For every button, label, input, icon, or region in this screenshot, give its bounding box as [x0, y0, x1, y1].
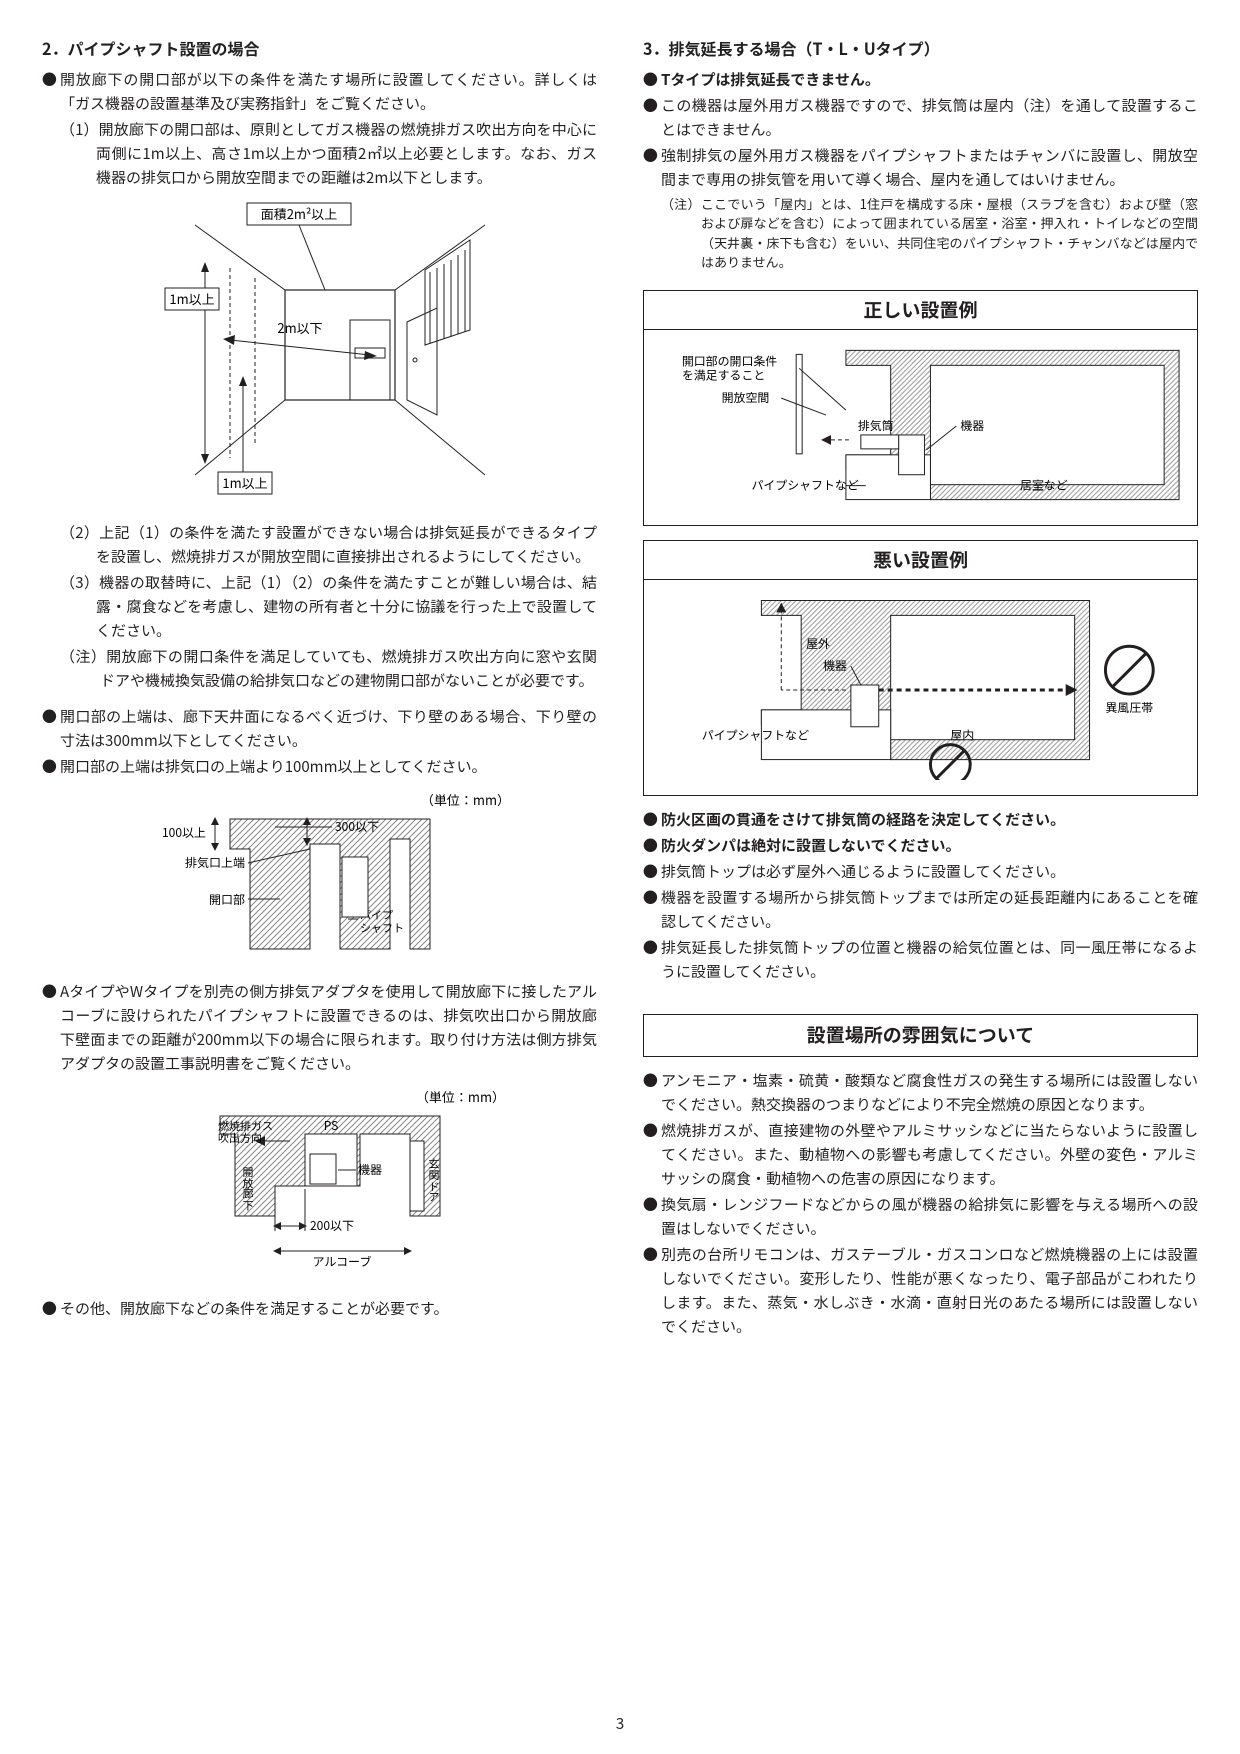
left-column: 2．パイプシャフト設置の場合 開放廊下の開口部が以下の条件を満たす場所に設置して… [42, 36, 597, 1341]
figure-corridor: 面積2m²以上 1m以上 2m以下 1m以上 [42, 200, 597, 507]
text-block: その他、開放廊下などの条件を満足することが必要です。 [42, 1297, 597, 1321]
svg-text:PS: PS [323, 1117, 338, 1134]
svg-text:（単位：mm）: （単位：mm） [420, 790, 509, 809]
text-block: AタイプやWタイプを別売の側方排気アダプタを使用して開放廊下に接したアルコーブに… [42, 980, 597, 1076]
svg-text:2m以下: 2m以下 [277, 318, 322, 337]
svg-text:開口部: 開口部 [208, 891, 244, 908]
note-text: （注）ここでいう「屋内」とは、1住戸を構成する床・屋根（スラブを含む）および壁（… [661, 194, 1198, 272]
figure-alcove: （単位：mm） PS 機器 燃焼排ガス吹出方向 開放廊下 玄関ドア [42, 1086, 597, 1283]
svg-text:屋内: 屋内 [950, 727, 974, 744]
svg-text:パイプシャフトなど: パイプシャフトなど [751, 477, 858, 494]
svg-text:機器: 機器 [960, 417, 984, 434]
svg-text:開放廊下: 開放廊下 [240, 1166, 256, 1210]
text-block: （3）機器の取替時に、上記（1）（2）の条件を満たすことが難しい場合は、結露・腐… [60, 571, 597, 643]
svg-text:機器: 機器 [358, 1161, 382, 1178]
text-block: 開口部の上端は、廊下天井面になるべく近づけ、下り壁のある場合、下り壁の寸法は30… [42, 705, 597, 753]
text-block: 開放廊下の開口部が以下の条件を満たす場所に設置してください。詳しくは「ガス機器の… [42, 68, 597, 116]
good-panel-title: 正しい設置例 [643, 290, 1198, 330]
atmosphere-heading: 設置場所の雰囲気について [643, 1014, 1198, 1056]
svg-text:100以上: 100以上 [162, 824, 206, 841]
svg-text:玄関ドア: 玄関ドア [426, 1158, 442, 1202]
svg-text:アルコーブ: アルコーブ [312, 1253, 371, 1270]
good-panel: 開口部の開口条件を満足すること 開放空間 排気筒 機器 パイプシャフトなど 居室… [643, 330, 1198, 526]
svg-text:機器: 機器 [823, 657, 847, 674]
page-number: 3 [0, 1712, 1240, 1736]
text-block: 開口部の上端は排気口の上端より100mm以上としてください。 [42, 755, 597, 779]
svg-text:1m以上: 1m以上 [222, 473, 267, 492]
note-text: （注）開放廊下の開口条件を満足していても、燃焼排ガス吹出方向に窓や玄関ドアや機械… [60, 645, 597, 693]
section-2-heading: 2．パイプシャフト設置の場合 [42, 36, 597, 62]
svg-text:異風圧帯: 異風圧帯 [1105, 699, 1153, 716]
svg-text:1m以上: 1m以上 [169, 289, 214, 308]
bad-panel: 屋外 機器 パイプシャフトなど 屋内 異風圧帯 [643, 580, 1198, 796]
text-block: 燃焼排ガスが、直接建物の外壁やアルミサッシなどに当たらないように設置してください… [643, 1119, 1198, 1191]
text-block: アンモニア・塩素・硫黄・酸類など腐食性ガスの発生する場所には設置しないでください… [643, 1069, 1198, 1117]
svg-text:開放空間: 開放空間 [722, 389, 770, 406]
svg-text:居室など: 居室など [1020, 477, 1068, 494]
svg-text:屋外: 屋外 [806, 636, 830, 653]
svg-text:（単位：mm）: （単位：mm） [415, 1087, 504, 1106]
svg-text:200以下: 200以下 [310, 1217, 354, 1234]
text-block: （1）開放廊下の開口部は、原則としてガス機器の燃焼排ガス吹出方向を中心に両側に1… [60, 118, 597, 190]
right-column: 3．排気延長する場合（T・L・Uタイプ） Tタイプは排気延長できません。 この機… [643, 36, 1198, 1341]
svg-text:面積2m²以上: 面積2m²以上 [260, 204, 337, 223]
text-block: 防火ダンパは絶対に設置しないでください。 [643, 834, 1198, 858]
text-block: Tタイプは排気延長できません。 [643, 68, 1198, 92]
text-block: 排気筒トップは必ず屋外へ通じるように設置してください。 [643, 860, 1198, 884]
section-3-heading: 3．排気延長する場合（T・L・Uタイプ） [643, 36, 1198, 62]
svg-text:パイプシャフトなど: パイプシャフトなど [702, 727, 809, 744]
svg-text:排気口上端: 排気口上端 [184, 854, 244, 871]
bad-panel-title: 悪い設置例 [643, 540, 1198, 580]
text-block: 防火区画の貫通をさけて排気筒の経路を決定してください。 [643, 808, 1198, 832]
text-block: 換気扇・レンジフードなどからの風が機器の給排気に影響を与える場所への設置はしない… [643, 1193, 1198, 1241]
svg-text:300以下: 300以下 [335, 818, 379, 835]
text-block: （2）上記（1）の条件を満たす設置ができない場合は排気延長ができるタイプを設置し… [60, 521, 597, 569]
text-block: 強制排気の屋外用ガス機器をパイプシャフトまたはチャンバに設置し、開放空間まで専用… [643, 144, 1198, 192]
text-block: この機器は屋外用ガス機器ですので、排気筒は屋内（注）を通して設置することはできま… [643, 94, 1198, 142]
svg-text:排気筒: 排気筒 [858, 417, 894, 434]
text-block: 機器を設置する場所から排気筒トップまでは所定の延長距離内にあることを確認してくだ… [643, 886, 1198, 934]
figure-opening: （単位：mm） 100以上 300以下 排気口上端 開口部 パイプシ [42, 789, 597, 966]
svg-text:開口部の開口条件を満足すること: 開口部の開口条件を満足すること [682, 352, 777, 383]
text-block: 別売の台所リモコンは、ガステーブル・ガスコンロなど燃焼機器の上には設置しないでく… [643, 1243, 1198, 1339]
text-block: 排気延長した排気筒トップの位置と機器の給気位置とは、同一風圧帯になるように設置し… [643, 936, 1198, 984]
